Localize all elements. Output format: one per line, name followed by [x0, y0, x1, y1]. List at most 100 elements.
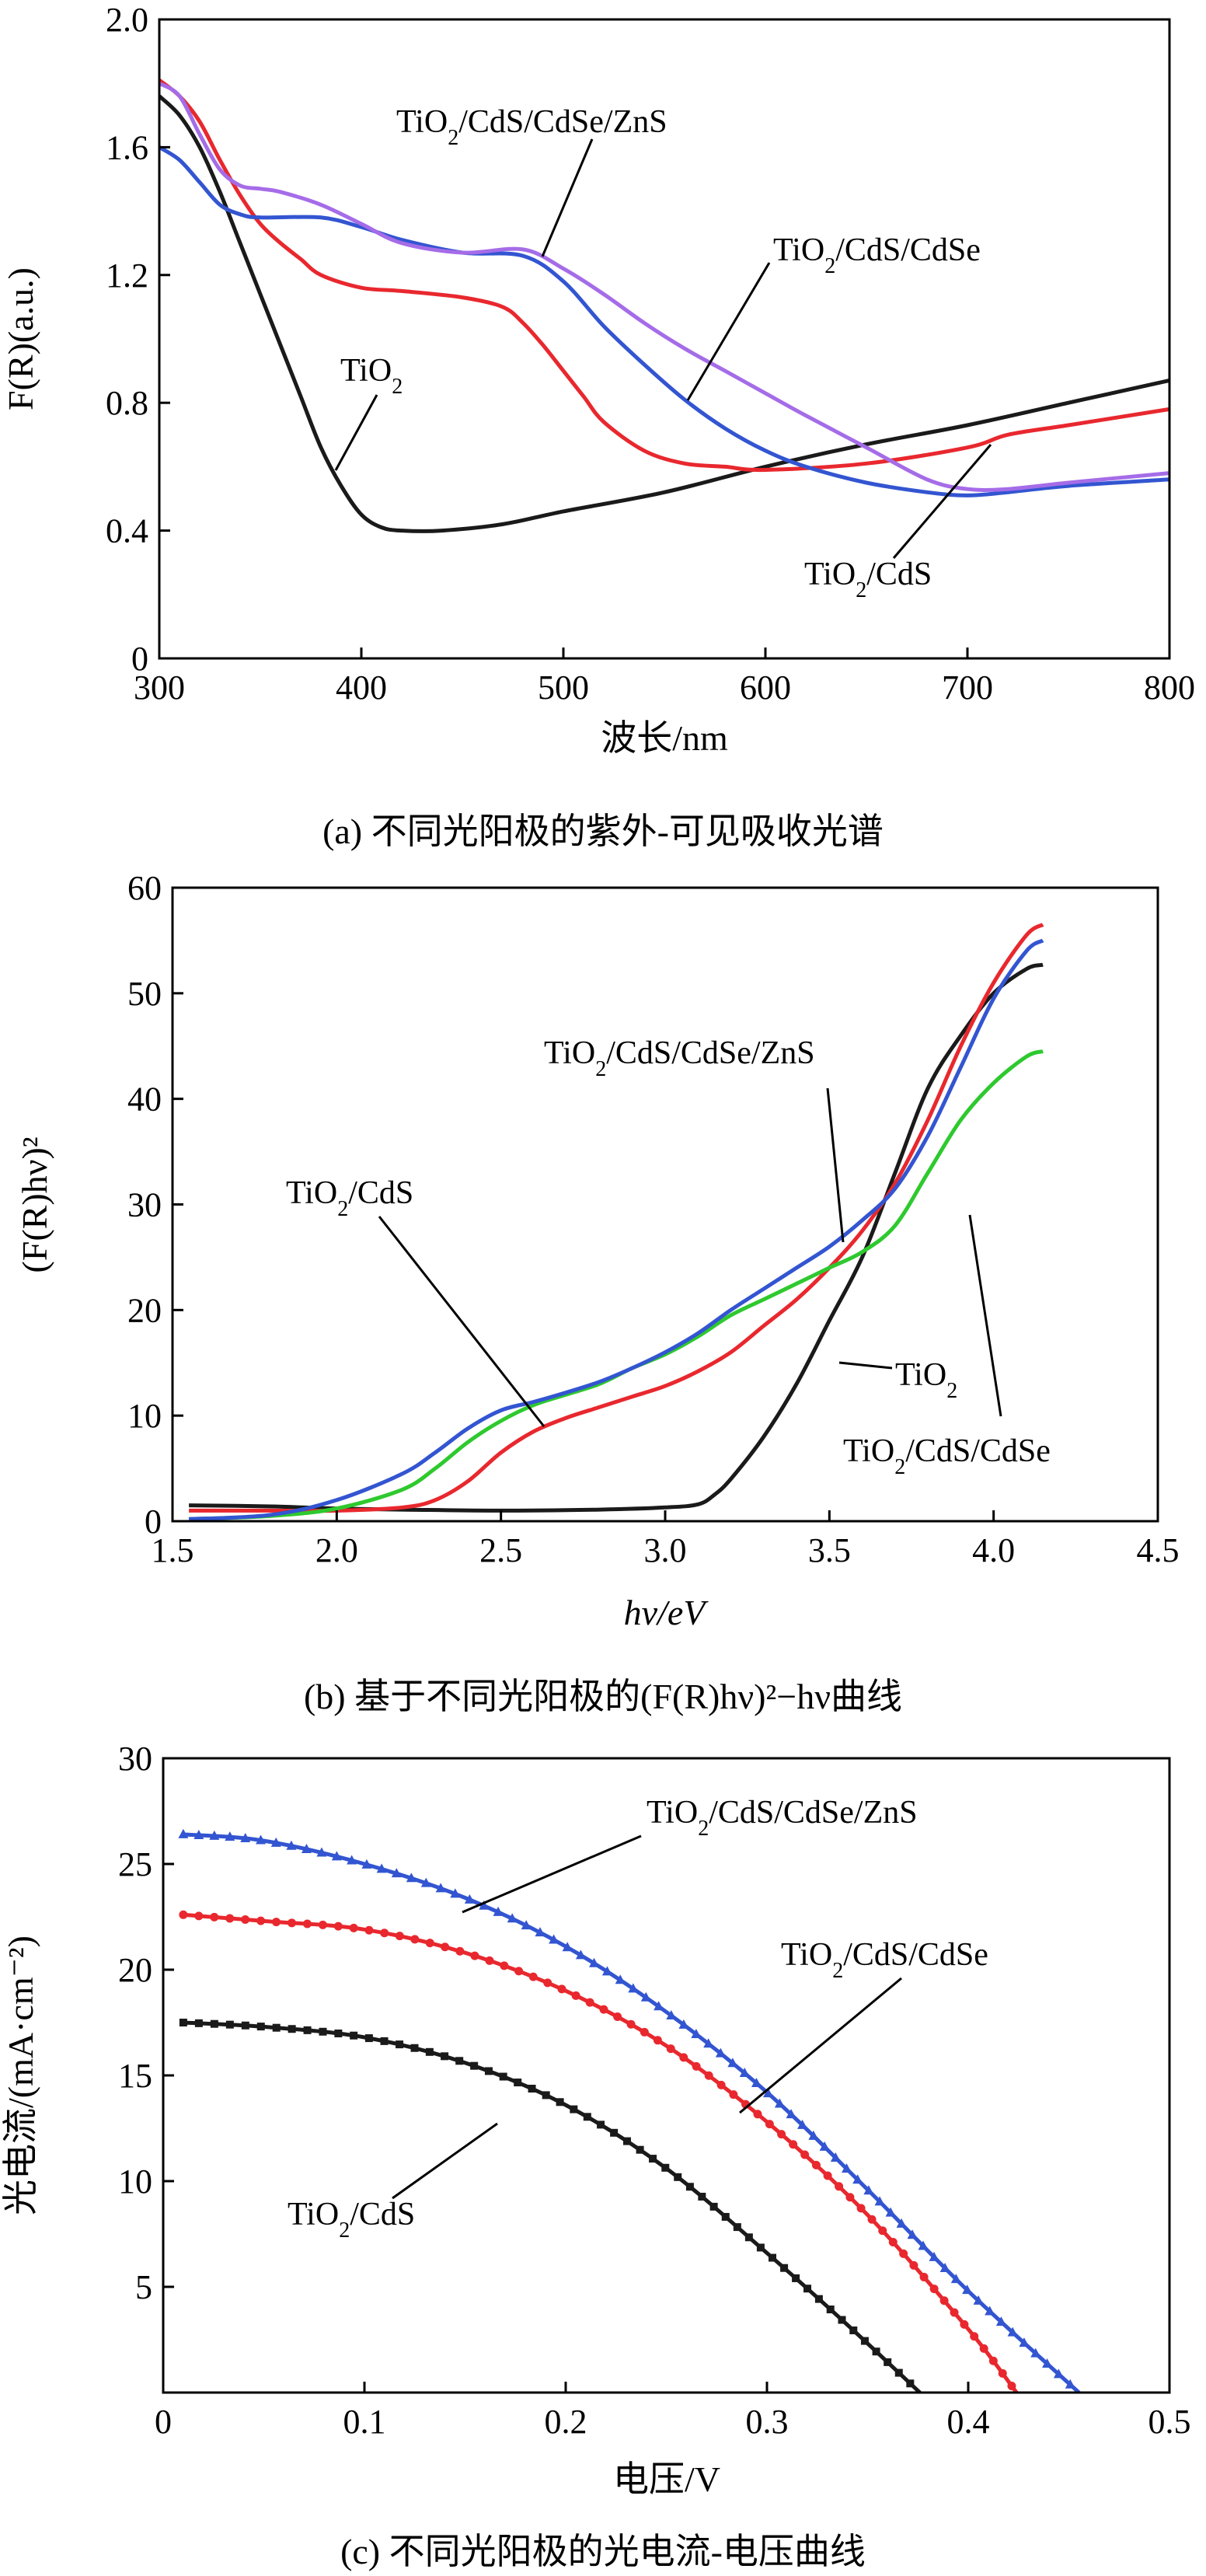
panel-a: 300 400 500 600 700 800 0 0.4 0.8 1.2 1.6 2.0 F(R)(… [1, 1, 1195, 851]
panel-c-xtick-label: 0.3 [746, 2403, 789, 2441]
panel-b-annotation-tio2: TiO2 [895, 1357, 957, 1403]
panel-b-xtick-label: 2.0 [315, 1531, 358, 1569]
panel-c-marker-tio2-cds-cdse [729, 2090, 738, 2100]
panel-c-marker-tio2-cds-cdse-zns [406, 1873, 417, 1883]
panel-a-ylabel: F(R)(a.u.) [1, 267, 40, 410]
panel-c-marker-tio2-cds-cdse [272, 1918, 281, 1927]
panel-c-marker-tio2-cds-cdse-zns [1007, 2326, 1018, 2337]
panel-c-marker-tio2-cds-cdse-zns [286, 1840, 297, 1850]
panel-c-marker-tio2-cds-cdse [998, 2368, 1007, 2378]
panel-a-annotation-tio2-cds: TiO2/CdS [804, 557, 932, 602]
panel-c-marker-tio2-cds-cdse-zns [640, 1991, 651, 2002]
panel-c-marker-tio2-cds-cdse-zns [301, 1843, 312, 1853]
panel-c-marker-tio2-cds-cdse [856, 2204, 866, 2213]
panel-b-xtick-label: 4.5 [1137, 1531, 1180, 1569]
panel-c-marker-tio2-cds [364, 2034, 373, 2043]
panel-c-marker-tio2-cds-cdse-zns [703, 2038, 714, 2048]
panel-c-marker-tio2-cds-cdse-zns [575, 1949, 586, 1960]
panel-b-line-tio2-cds [189, 923, 1044, 1513]
panel-c-marker-tio2-cds [556, 2098, 564, 2107]
panel-c-marker-tio2-cds-cdse-zns [918, 2240, 929, 2250]
panel-c-marker-tio2-cds-cdse [514, 1967, 524, 1976]
panel-c-marker-tio2-cds-cdse [765, 2120, 774, 2129]
panel-c-marker-tio2-cds-cdse-zns [739, 2068, 750, 2078]
panel-c-marker-tio2-cds [528, 2085, 536, 2093]
panel-a-ytick-label: 0 [131, 640, 148, 678]
panel-c-marker-tio2-cds-cdse [241, 1915, 250, 1925]
panel-c-marker-tio2-cds-cdse-zns [256, 1834, 267, 1845]
panel-c-marker-tio2-cds-cdse-zns [331, 1851, 342, 1861]
panel-c-xlabel: 电压/V [613, 2459, 720, 2499]
panel-c-marker-tio2-cds-cdse [878, 2226, 887, 2236]
panel-c-marker-tio2-cds [583, 2113, 591, 2121]
panel-c-marker-tio2-cds [894, 2368, 903, 2377]
panel-a-xtick-label: 400 [336, 668, 387, 707]
panel-c-marker-tio2-cds [514, 2079, 522, 2087]
panel-c-marker-tio2-cds-cdse [811, 2160, 821, 2169]
panel-c-marker-tio2-cds [425, 2047, 434, 2056]
panel-c-marker-tio2-cds [194, 2019, 203, 2027]
panel-c-marker-tio2-cds-cdse-zns [666, 2010, 677, 2020]
panel-c-marker-tio2-cds-cdse-zns [178, 1828, 189, 1838]
panel-c-marker-tio2-cds-cdse-zns [842, 2163, 852, 2173]
panel-c-annotation-tio2-cds-cdse-zns: TiO2/CdS/CdSe/ZnS [647, 1795, 918, 1841]
panel-c-marker-tio2-cds [860, 2337, 869, 2345]
panel-c-marker-tio2-cds-cdse [194, 1911, 204, 1921]
panel-c-marker-tio2-cds-cdse [410, 1935, 420, 1944]
panel-c-marker-tio2-cds [814, 2295, 823, 2303]
panel-c-marker-tio2-cds-cdse [543, 1978, 552, 1988]
panel-b-ticks: 1.5 2.0 2.5 3.0 3.5 4.0 4.5 0 10 20 30 40 50 60 [127, 869, 1180, 1569]
panel-c-marker-tio2-cds-cdse-zns [995, 2316, 1006, 2326]
panel-c-ticks: 0 0.1 0.2 0.3 0.4 0.5 5 10 15 20 25 30 [118, 1740, 1191, 2441]
panel-c-marker-tio2-cds-cdse-zns [985, 2305, 995, 2316]
panel-c-marker-tio2-cds-cdse-zns [588, 1957, 599, 1967]
panel-c-marker-tio2-cds [272, 2023, 281, 2032]
panel-c-marker-tio2-cds [698, 2192, 706, 2201]
panel-a-series [158, 79, 1170, 533]
panel-c-marker-tio2-cds-cdse-zns [808, 2130, 819, 2140]
panel-a-annotation-tio2: TiO2 [340, 353, 403, 399]
panel-c-marker-tio2-cds-cdse-zns [521, 1920, 532, 1930]
panel-c-marker-tio2-cds-cdse [835, 2182, 844, 2191]
panel-c-marker-tio2-cds-cdse-zns [601, 1966, 612, 1976]
panel-c-marker-tio2-cds-cdse-zns [715, 2047, 726, 2058]
panel-b-ytick-label: 10 [127, 1397, 162, 1435]
panel-c-line-tio2-cds-cdse-zns [183, 1832, 1081, 2394]
panel-a-line-tio2-cds-cdse [158, 145, 1170, 497]
panel-c-marker-tio2-cds-cdse [692, 2061, 701, 2071]
panel-c-marker-tio2-cds [542, 2091, 550, 2100]
panel-c-marker-tio2-cds-cdse-zns [1042, 2358, 1053, 2368]
panel-b-line-tio2-cds-cdse-zns [188, 938, 1044, 1521]
panel-c-marker-tio2-cds [225, 2020, 234, 2029]
panel-c-marker-tio2-cds-cdse-zns [691, 2028, 702, 2038]
panel-c-marker-tio2-cds-cdse [666, 2044, 675, 2054]
panel-c-marker-tio2-cds-cdse [899, 2249, 908, 2258]
panel-b-ytick-label: 0 [145, 1503, 162, 1541]
panel-c-marker-tio2-cds [636, 2145, 644, 2154]
panel-b-line-tio2 [189, 962, 1044, 1513]
panel-c-marker-tio2-cds [849, 2326, 858, 2335]
panel-c-ytick-label: 15 [118, 2057, 152, 2095]
panel-c-marker-tio2-cds-cdse-zns [830, 2152, 841, 2162]
panel-c-marker-tio2-cds-cdse-zns [549, 1934, 559, 1944]
panel-a-line-tio2-cds [158, 79, 1170, 473]
panel-b-caption: (b) 基于不同光阳极的(F(R)hν)²−hν曲线 [304, 1677, 902, 1716]
panel-c-marker-tio2-cds-cdse [613, 2012, 622, 2021]
panel-c-marker-tio2-cds-cdse-zns [376, 1863, 387, 1873]
panel-a-ytick-label: 2.0 [106, 1, 148, 39]
panel-c-marker-tio2-cds-cdse [950, 2308, 959, 2317]
panel-c-marker-tio2-cds-cdse-zns [240, 1832, 251, 1842]
panel-c-marker-tio2-cds [396, 2040, 404, 2049]
panel-c-marker-tio2-cds [649, 2155, 657, 2163]
panel-b-xlabel: hν/eV [624, 1593, 709, 1632]
panel-c-marker-tio2-cds-cdse-zns [193, 1829, 204, 1839]
panel-a-xlabel: 波长/nm [601, 718, 728, 758]
panel-c-marker-tio2-cds [210, 2019, 218, 2028]
panel-c-marker-tio2-cds-cdse [939, 2296, 949, 2305]
panel-b-ytick-label: 50 [127, 975, 162, 1013]
panel-c-marker-tio2-cds-cdse [210, 1912, 219, 1922]
panel-c-marker-tio2-cds-cdse [470, 1951, 479, 1960]
panel-c-ylabel: 光电流/(mA·cm⁻²) [1, 1935, 40, 2215]
panel-c-marker-tio2-cds-cdse [979, 2344, 988, 2353]
panel-c-marker-tio2-cds [241, 2021, 249, 2030]
